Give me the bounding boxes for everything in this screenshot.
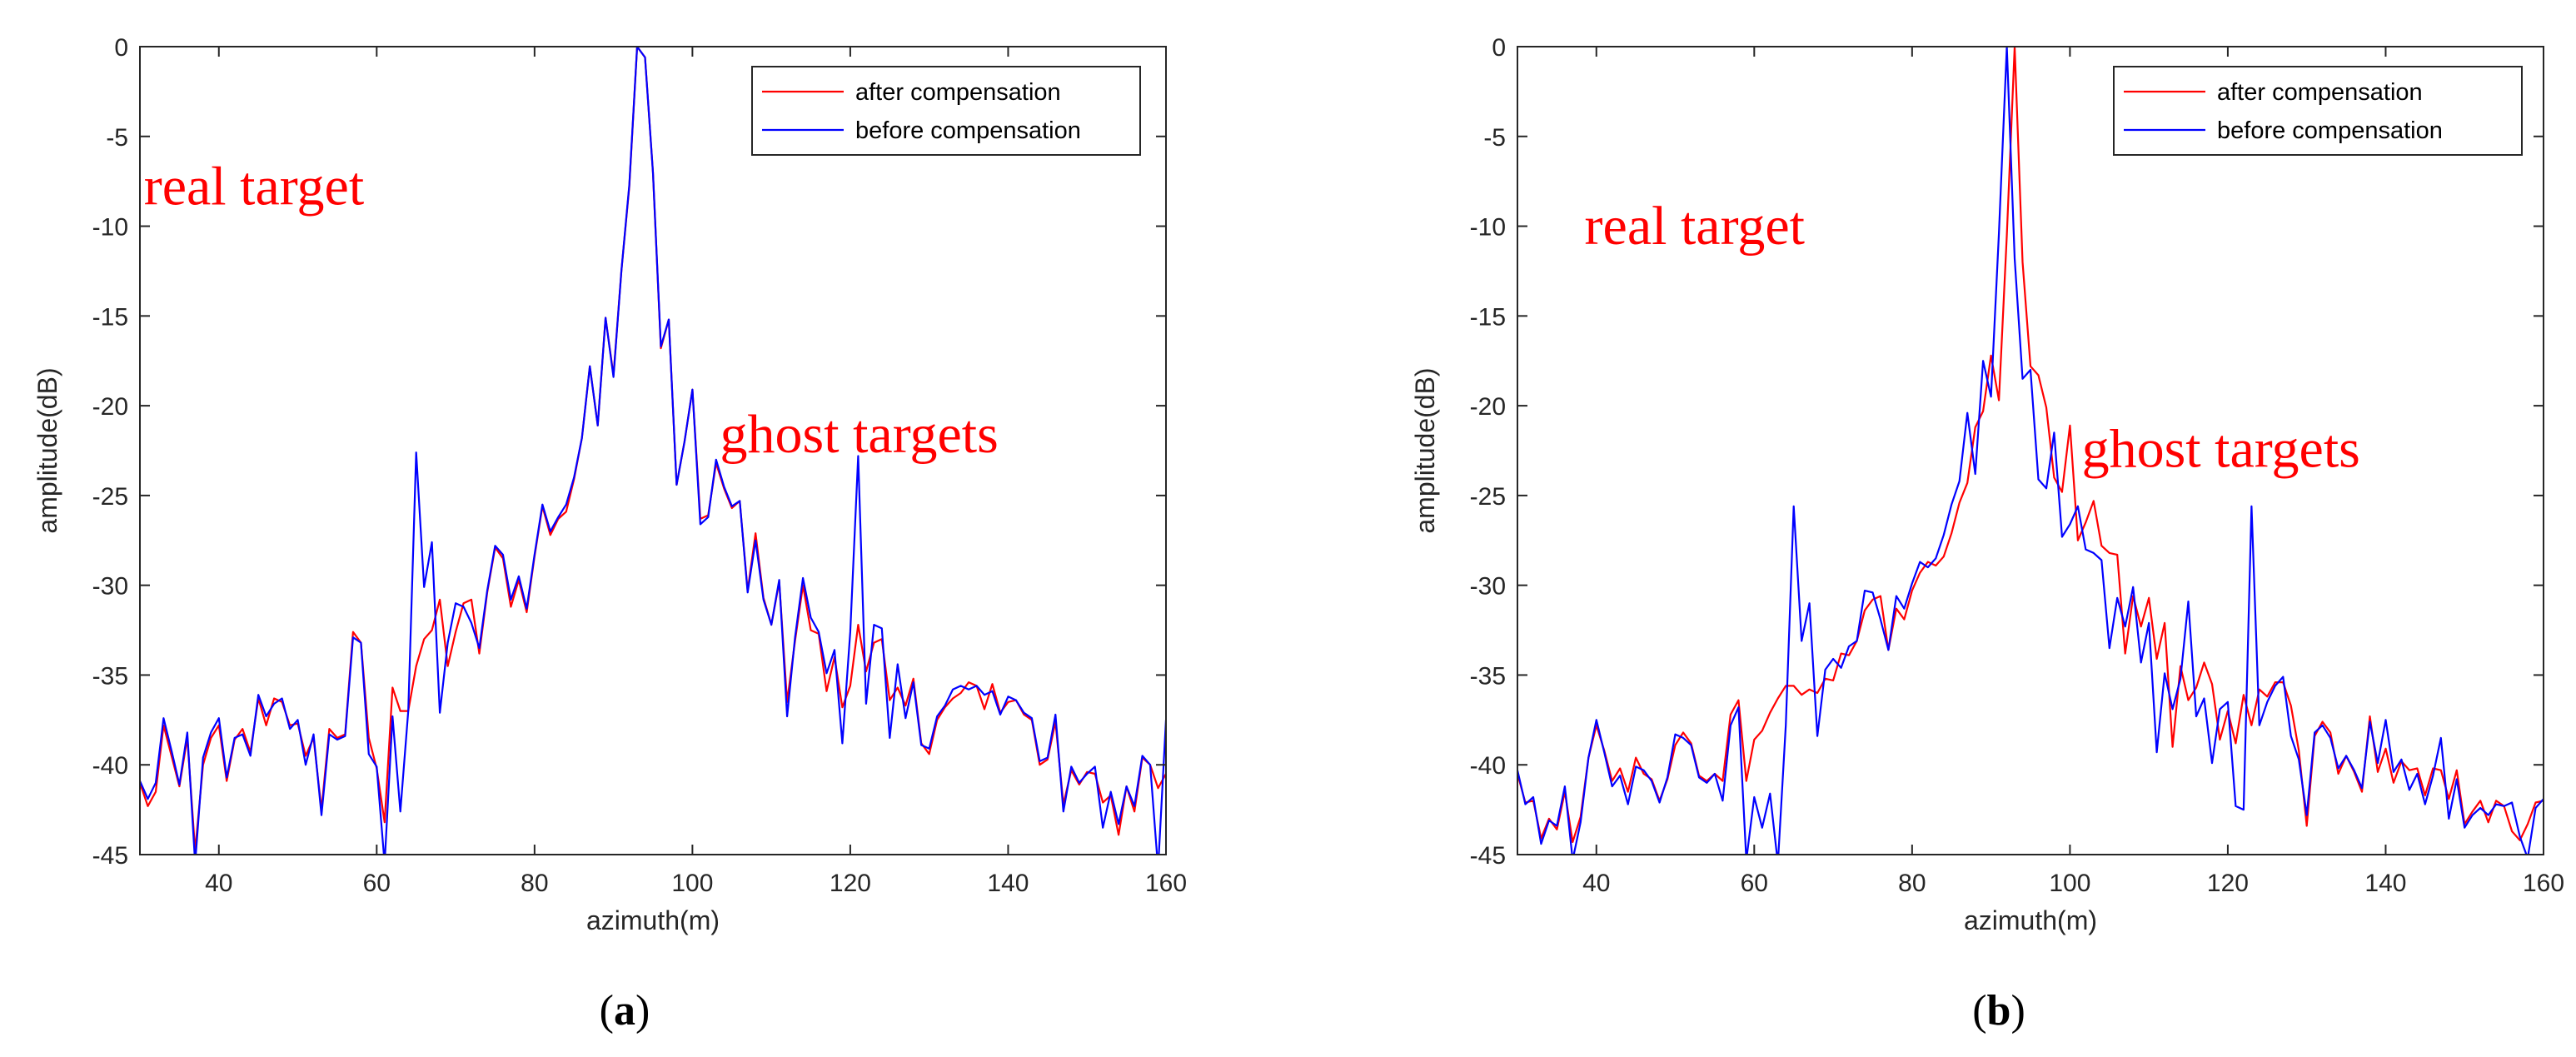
y-axis-label: amplitude(dB) (32, 367, 62, 533)
panel-label: (b) (1972, 987, 2025, 1035)
y-tick-label: -40 (1470, 752, 1506, 780)
panel-label-close: ) (2010, 987, 2025, 1035)
panel-label-letter: b (1987, 987, 2011, 1035)
y-tick-label: -45 (92, 842, 128, 870)
series-line-before-compensation (140, 47, 1166, 855)
x-tick-label: 100 (2049, 870, 2090, 897)
annotation-real-target: real target (144, 157, 364, 217)
legend-box (751, 66, 1141, 156)
legend-box (2113, 66, 2523, 156)
panel-label-letter: a (614, 987, 635, 1035)
x-axis-label: azimuth(m) (1964, 905, 2097, 935)
x-tick-label: 120 (2207, 870, 2249, 897)
plot-frame (139, 46, 1167, 855)
x-tick-label: 140 (987, 870, 1029, 897)
x-tick-label: 40 (205, 870, 232, 897)
y-tick-label: -30 (92, 573, 128, 601)
legend-entry: after compensation (855, 79, 1061, 106)
panel-a: 40 60 80 100 120 140 160 0 -5 -10 -15 -20 -25 -30 -35 -… (32, 34, 1187, 1035)
x-tick-label: 80 (521, 870, 548, 897)
x-tick-label: 60 (363, 870, 391, 897)
x-tick-label: 140 (2364, 870, 2406, 897)
panel-label: (a) (600, 987, 650, 1035)
y-tick-label: -40 (92, 752, 128, 780)
y-tick-label: -25 (92, 483, 128, 511)
legend: after compensation before compensation (751, 66, 1141, 156)
panel-b: 40 60 80 100 120 140 160 0 -5 -10 -15 -20 -25 -30 -35 -… (1410, 34, 2564, 1035)
x-tick-label: 160 (2523, 870, 2564, 897)
x-axis-label: azimuth(m) (586, 905, 720, 935)
x-tick-label: 120 (830, 870, 871, 897)
legend-entry: before compensation (855, 117, 1081, 144)
y-tick-label: 0 (114, 34, 128, 62)
plot-frame (1517, 46, 2544, 855)
x-tick-label: 60 (1741, 870, 1768, 897)
series-line-before-compensation (1517, 47, 2544, 855)
y-tick-label: -25 (1470, 483, 1506, 511)
legend-entry: after compensation (2217, 79, 2423, 106)
y-tick-label: -20 (1470, 393, 1506, 421)
legend: after compensation before compensation (2113, 66, 2523, 156)
y-tick-label: -35 (1470, 662, 1506, 690)
panel-label-open: ( (600, 987, 614, 1035)
series-line-after-compensation (1517, 47, 2544, 844)
y-tick-label: -10 (1470, 214, 1506, 242)
x-tick-label: 80 (1898, 870, 1926, 897)
y-tick-label: -15 (1470, 303, 1506, 331)
y-axis-label: amplitude(dB) (1410, 367, 1440, 533)
y-tick-label: -15 (92, 303, 128, 331)
x-tick-label: 160 (1145, 870, 1187, 897)
x-tick-label: 100 (671, 870, 713, 897)
y-tick-label: -35 (92, 662, 128, 690)
legend-entry: before compensation (2217, 117, 2443, 144)
y-tick-label: -5 (1483, 124, 1506, 152)
panel-label-open: ( (1972, 987, 1986, 1035)
y-tick-label: -20 (92, 393, 128, 421)
panel-label-close: ) (635, 987, 650, 1035)
annotation-ghost-targets: ghost targets (720, 404, 999, 465)
y-tick-label: -10 (92, 214, 128, 242)
y-tick-label: -45 (1470, 842, 1506, 870)
y-tick-label: -5 (106, 124, 128, 152)
annotation-real-target: real target (1585, 196, 1805, 257)
x-tick-label: 40 (1582, 870, 1610, 897)
y-tick-label: 0 (1492, 34, 1506, 62)
annotation-ghost-targets: ghost targets (2082, 418, 2360, 479)
y-tick-label: -30 (1470, 573, 1506, 601)
